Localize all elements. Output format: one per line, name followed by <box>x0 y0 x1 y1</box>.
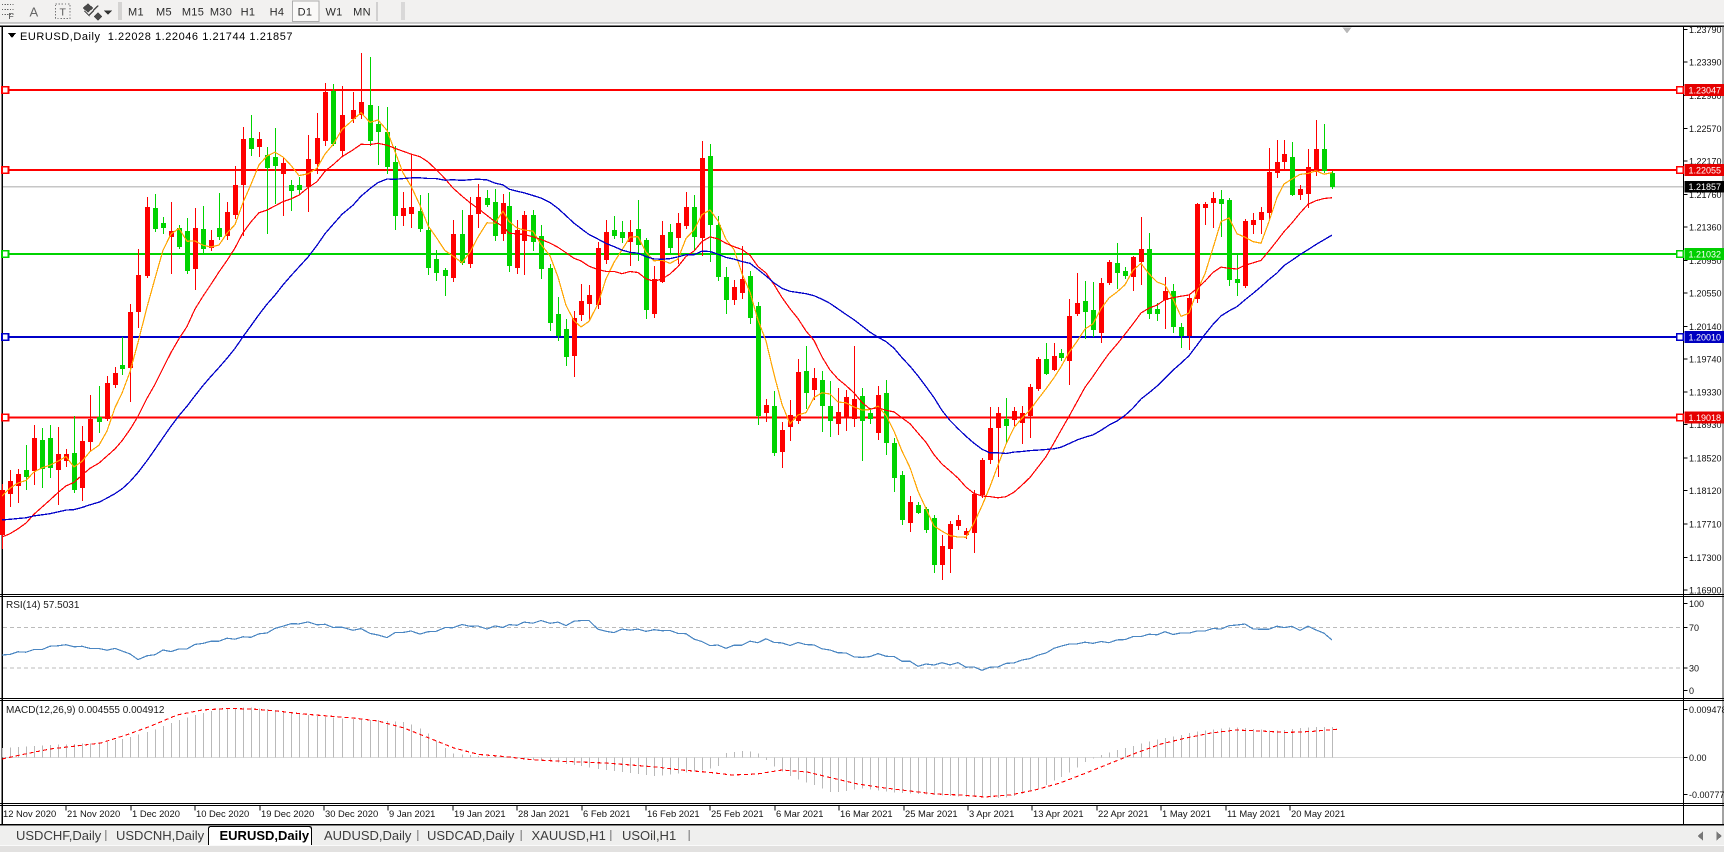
svg-text:30: 30 <box>1689 663 1699 673</box>
svg-text:1.22170: 1.22170 <box>1689 157 1722 167</box>
svg-text:M15: M15 <box>182 7 204 19</box>
svg-text:20 May 2021: 20 May 2021 <box>1291 808 1345 819</box>
svg-text:RSI(14) 57.5031: RSI(14) 57.5031 <box>6 600 80 611</box>
svg-text:25 Feb 2021: 25 Feb 2021 <box>711 808 764 819</box>
svg-text:9 Jan 2021: 9 Jan 2021 <box>389 808 435 819</box>
svg-text:1 May 2021: 1 May 2021 <box>1162 808 1211 819</box>
svg-text:11 May 2021: 11 May 2021 <box>1227 808 1281 819</box>
svg-text:EURUSD,Daily: EURUSD,Daily <box>220 828 310 843</box>
svg-text:1.20140: 1.20140 <box>1689 322 1722 332</box>
svg-text:MN: MN <box>353 7 371 19</box>
svg-text:1.20010: 1.20010 <box>1689 333 1722 343</box>
svg-text:30 Dec 2020: 30 Dec 2020 <box>325 808 378 819</box>
svg-text:1.21032: 1.21032 <box>1689 250 1722 260</box>
svg-text:6 Mar 2021: 6 Mar 2021 <box>776 808 823 819</box>
svg-text:1.22570: 1.22570 <box>1689 124 1722 134</box>
svg-text:0: 0 <box>1689 686 1694 696</box>
svg-text:-0.007778: -0.007778 <box>1689 790 1724 800</box>
svg-text:13 Apr 2021: 13 Apr 2021 <box>1033 808 1084 819</box>
svg-text:28 Jan 2021: 28 Jan 2021 <box>518 808 570 819</box>
svg-text:0.00: 0.00 <box>1689 753 1707 763</box>
svg-text:3 Apr 2021: 3 Apr 2021 <box>969 808 1014 819</box>
svg-text:12 Nov 2020: 12 Nov 2020 <box>3 808 56 819</box>
svg-text:1 Dec 2020: 1 Dec 2020 <box>132 808 180 819</box>
svg-text:USOil,H1: USOil,H1 <box>622 828 676 843</box>
svg-text:MACD(12,26,9) 0.004555 0.00491: MACD(12,26,9) 0.004555 0.004912 <box>6 705 165 716</box>
svg-text:1.20950: 1.20950 <box>1689 256 1722 266</box>
svg-text:1.18520: 1.18520 <box>1689 454 1722 464</box>
svg-text:EURUSD,Daily 1.22028 1.22046: EURUSD,Daily 1.22028 1.22046 1.21744 1.2… <box>20 31 293 43</box>
svg-text:25 Mar 2021: 25 Mar 2021 <box>905 808 958 819</box>
svg-text:M5: M5 <box>156 7 172 19</box>
svg-text:1.23047: 1.23047 <box>1689 86 1722 96</box>
svg-text:6 Feb 2021: 6 Feb 2021 <box>583 808 630 819</box>
svg-text:1.22980: 1.22980 <box>1689 91 1722 101</box>
svg-text:16 Mar 2021: 16 Mar 2021 <box>840 808 893 819</box>
svg-text:1.19018: 1.19018 <box>1689 413 1722 423</box>
svg-text:19 Dec 2020: 19 Dec 2020 <box>261 808 314 819</box>
svg-text:AUDUSD,Daily: AUDUSD,Daily <box>324 828 412 843</box>
svg-text:1.21857: 1.21857 <box>1689 182 1722 192</box>
svg-text:USDCAD,Daily: USDCAD,Daily <box>427 828 515 843</box>
svg-text:1.23790: 1.23790 <box>1689 25 1722 35</box>
svg-text:100: 100 <box>1689 599 1704 609</box>
svg-text:1.17300: 1.17300 <box>1689 553 1722 563</box>
svg-text:1.18930: 1.18930 <box>1689 420 1722 430</box>
svg-text:H4: H4 <box>270 7 285 19</box>
svg-text:M30: M30 <box>210 7 232 19</box>
svg-text:T: T <box>60 7 67 19</box>
svg-text:1.18120: 1.18120 <box>1689 486 1722 496</box>
svg-text:16 Feb 2021: 16 Feb 2021 <box>647 808 700 819</box>
svg-text:22 Apr 2021: 22 Apr 2021 <box>1098 808 1149 819</box>
svg-text:1.23390: 1.23390 <box>1689 58 1722 68</box>
svg-text:1.21760: 1.21760 <box>1689 190 1722 200</box>
svg-text:F: F <box>9 11 14 21</box>
svg-text:XAUUSD,H1: XAUUSD,H1 <box>532 828 606 843</box>
svg-text:0.009478: 0.009478 <box>1689 705 1724 715</box>
svg-text:19 Jan 2021: 19 Jan 2021 <box>454 808 506 819</box>
svg-text:M1: M1 <box>128 7 144 19</box>
svg-text:W1: W1 <box>325 7 342 19</box>
svg-text:USDCHF,Daily: USDCHF,Daily <box>16 828 102 843</box>
svg-text:21 Nov 2020: 21 Nov 2020 <box>67 808 120 819</box>
svg-text:USDCNH,Daily: USDCNH,Daily <box>116 828 205 843</box>
svg-text:1.19330: 1.19330 <box>1689 388 1722 398</box>
svg-text:1.19740: 1.19740 <box>1689 354 1722 364</box>
svg-text:1.22055: 1.22055 <box>1689 166 1722 176</box>
svg-text:1.21360: 1.21360 <box>1689 223 1722 233</box>
svg-text:1.16900: 1.16900 <box>1689 585 1722 595</box>
svg-text:H1: H1 <box>241 7 256 19</box>
svg-text:A: A <box>30 5 39 20</box>
svg-text:1.17710: 1.17710 <box>1689 519 1722 529</box>
svg-text:70: 70 <box>1689 623 1699 633</box>
svg-text:D1: D1 <box>298 7 313 19</box>
svg-text:1.20550: 1.20550 <box>1689 289 1722 299</box>
svg-text:10 Dec 2020: 10 Dec 2020 <box>196 808 249 819</box>
